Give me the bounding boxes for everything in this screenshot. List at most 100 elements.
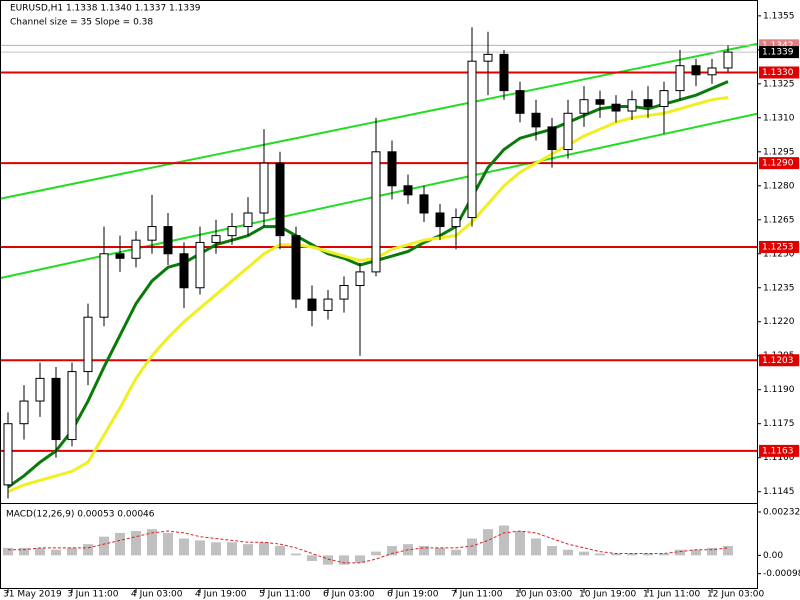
macd-title: MACD(12,26,9) 0.00053 0.00046 bbox=[6, 510, 155, 520]
x-tick-label: 10 Jun 19:00 bbox=[579, 590, 636, 600]
annotation: Channel size = 35 Slope = 0.38 bbox=[10, 18, 153, 28]
candle-body bbox=[99, 253, 109, 318]
y-tick-label: 1.1145 bbox=[763, 487, 795, 497]
candle-body bbox=[627, 99, 637, 112]
macd-bar bbox=[51, 549, 61, 556]
macd-bar bbox=[275, 546, 285, 556]
candle-body bbox=[691, 65, 701, 76]
macd-bar bbox=[515, 531, 525, 556]
candle-body bbox=[19, 400, 29, 425]
candle-body bbox=[211, 235, 221, 243]
candle-body bbox=[67, 371, 77, 441]
x-tick-label: 12 Jun 03:00 bbox=[707, 590, 764, 600]
macd-tick-label: 0.00232 bbox=[763, 507, 800, 517]
macd-bar bbox=[483, 529, 493, 556]
level-label-bg bbox=[759, 157, 799, 170]
macd-bar bbox=[227, 542, 237, 556]
y-tick-label: 1.1190 bbox=[763, 385, 795, 395]
chart-title: EURUSD,H1 1.1338 1.1340 1.1337 1.1339 bbox=[10, 4, 201, 14]
macd-bar bbox=[531, 538, 541, 556]
y-tick-label: 1.1280 bbox=[763, 181, 795, 191]
x-tick-label: 3 Jun 11:00 bbox=[67, 590, 119, 600]
macd-plot bbox=[3, 525, 733, 565]
candle-body bbox=[339, 284, 349, 300]
candle-body bbox=[563, 112, 573, 151]
y-tick-label: 1.1310 bbox=[763, 113, 795, 123]
candle-body bbox=[227, 226, 237, 237]
macd-bar bbox=[99, 536, 109, 556]
candle-body bbox=[451, 217, 461, 228]
candle-body bbox=[643, 99, 653, 107]
candle-body bbox=[371, 151, 381, 273]
level-label-bg bbox=[759, 240, 799, 253]
candle-body bbox=[307, 298, 317, 311]
candle-body bbox=[435, 212, 445, 228]
candle-body bbox=[323, 298, 333, 311]
level-label: 1.1253 bbox=[762, 242, 794, 252]
macd-bar bbox=[323, 555, 333, 565]
y-tick-label: 1.1220 bbox=[763, 317, 795, 327]
macd-signal bbox=[8, 530, 729, 564]
macd-bar bbox=[675, 549, 685, 556]
macd-bar bbox=[3, 547, 13, 556]
y-tick-label: 1.1235 bbox=[763, 283, 795, 293]
last-price-label: 1.1339 bbox=[762, 48, 794, 58]
candle-body bbox=[547, 126, 557, 151]
macd-bar bbox=[627, 553, 637, 556]
level-label: 1.1330 bbox=[762, 68, 794, 78]
candle-body bbox=[467, 60, 477, 219]
macd-bar bbox=[387, 546, 397, 556]
candle-body bbox=[83, 316, 93, 373]
macd-bar bbox=[467, 538, 477, 556]
candle-body bbox=[259, 162, 269, 214]
candle-body bbox=[131, 239, 141, 259]
last-price-bg bbox=[759, 46, 799, 59]
candle-body bbox=[35, 377, 45, 402]
moving-average bbox=[7, 95, 729, 494]
candle-body bbox=[579, 99, 589, 114]
macd-tick-label: 0.00 bbox=[763, 551, 783, 561]
y-tick-label: 1.1175 bbox=[763, 419, 795, 429]
candle-body bbox=[115, 253, 125, 259]
macd-bar bbox=[243, 544, 253, 556]
macd-bar bbox=[115, 532, 125, 556]
candle-body bbox=[531, 112, 541, 128]
level-label: 1.1290 bbox=[762, 159, 794, 169]
macd-bar bbox=[643, 553, 653, 556]
macd-bar bbox=[451, 549, 461, 556]
candle-body bbox=[3, 423, 13, 486]
macd-bar bbox=[131, 531, 141, 556]
macd-bar bbox=[563, 549, 573, 556]
macd-bar bbox=[595, 553, 605, 556]
level-label-bg bbox=[759, 354, 799, 367]
macd-bar bbox=[499, 525, 509, 556]
candle-body bbox=[483, 53, 493, 62]
y-tick-label: 1.1250 bbox=[763, 249, 795, 259]
macd-bar bbox=[611, 553, 621, 556]
macd-bar bbox=[547, 546, 557, 556]
macd-bar bbox=[579, 551, 589, 556]
candle-body bbox=[515, 90, 525, 114]
x-tick-label: 4 Jun 03:00 bbox=[131, 590, 183, 600]
level-label: 1.1163 bbox=[762, 446, 794, 456]
macd-bar bbox=[339, 555, 349, 565]
candle-body bbox=[147, 226, 157, 241]
candle-body bbox=[51, 377, 61, 441]
y-tick-label: 1.1295 bbox=[763, 147, 795, 157]
candle-body bbox=[499, 53, 509, 92]
moving-average bbox=[7, 80, 729, 489]
y-tick-label: 1.1160 bbox=[763, 453, 795, 463]
macd-frame bbox=[0, 503, 758, 589]
macd-bar bbox=[195, 540, 205, 556]
candle-body bbox=[275, 162, 285, 237]
macd-bar bbox=[291, 553, 301, 556]
macd-bar bbox=[419, 546, 429, 556]
candle-body bbox=[195, 241, 205, 289]
macd-bar bbox=[19, 547, 29, 556]
x-tick-label: 4 Jun 19:00 bbox=[195, 590, 247, 600]
macd-bar bbox=[179, 538, 189, 556]
macd-bar bbox=[83, 544, 93, 556]
macd-tick-label: -0.00098 bbox=[763, 569, 800, 579]
macd-bar bbox=[707, 547, 717, 556]
